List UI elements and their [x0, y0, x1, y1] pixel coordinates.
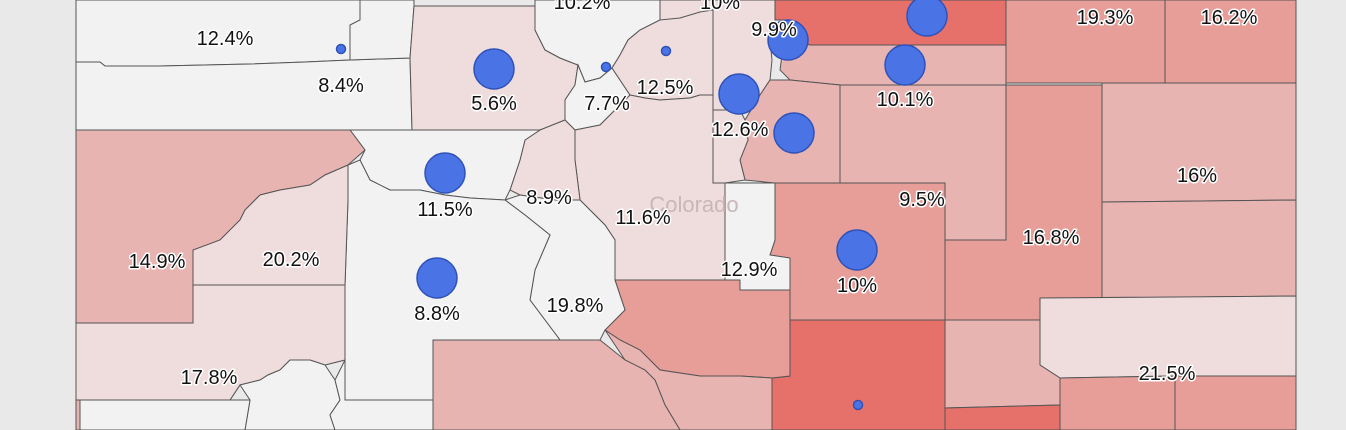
bubble-marker[interactable] — [473, 48, 515, 90]
county-bent[interactable] — [944, 404, 1061, 430]
bubble-marker[interactable] — [424, 152, 466, 194]
county-prowers[interactable] — [1174, 375, 1297, 430]
bubble-marker[interactable] — [416, 257, 458, 299]
bubble-marker[interactable] — [906, 0, 948, 37]
county-san-miguel[interactable] — [79, 399, 251, 430]
value-label: 20.2% — [263, 249, 320, 271]
value-label: 12.9% — [721, 259, 778, 281]
value-label: 10.1% — [877, 89, 934, 111]
state-label: Colorado — [649, 192, 738, 217]
value-label: 19.3% — [1077, 7, 1134, 29]
value-label: 10.2% — [554, 0, 611, 14]
bubble-marker[interactable] — [767, 19, 809, 61]
value-label: 11.5% — [417, 199, 472, 221]
bubble-marker[interactable] — [884, 44, 926, 86]
value-label: 10% — [837, 275, 877, 297]
bubble-marker[interactable] — [718, 73, 760, 115]
value-label: 14.9% — [129, 251, 186, 273]
bubble-marker[interactable] — [600, 61, 612, 73]
value-label: 12.4% — [197, 28, 254, 50]
bubble-marker[interactable] — [852, 399, 864, 411]
county-ouray[interactable] — [239, 359, 341, 430]
value-label: 17.8% — [181, 367, 238, 389]
value-label: 16% — [1177, 165, 1217, 187]
value-label: 16.8% — [1023, 227, 1080, 249]
county-hinsdale[interactable] — [329, 359, 434, 430]
county-pueblo[interactable] — [771, 319, 946, 430]
value-label: 21.5% — [1139, 363, 1196, 385]
bubble-marker[interactable] — [660, 45, 672, 57]
bubble-marker[interactable] — [335, 43, 347, 55]
county-routt[interactable] — [349, 0, 415, 61]
county-huerfano[interactable] — [432, 339, 681, 430]
value-label: 7.7% — [584, 93, 630, 115]
value-label: 10% — [700, 0, 740, 14]
value-label: 19.8% — [547, 295, 604, 317]
value-label: 16.2% — [1201, 7, 1258, 29]
county-adams[interactable] — [774, 0, 1007, 46]
bubble-marker[interactable] — [836, 229, 878, 271]
value-label: 9.9% — [751, 19, 797, 41]
bubble-marker[interactable] — [773, 112, 815, 154]
value-label: 8.9% — [526, 187, 572, 209]
county-prowers-west[interactable] — [1059, 375, 1176, 430]
value-label: 9.5% — [899, 189, 945, 211]
county-cheyenne[interactable] — [1101, 199, 1297, 299]
value-label: 12.5% — [637, 77, 694, 99]
county-larimer[interactable] — [659, 0, 714, 21]
value-label: 8.8% — [414, 303, 460, 325]
value-label: 12.6% — [712, 119, 769, 141]
value-label: 5.6% — [471, 93, 517, 115]
value-label: 11.6% — [615, 207, 670, 229]
value-label: 8.4% — [318, 75, 364, 97]
